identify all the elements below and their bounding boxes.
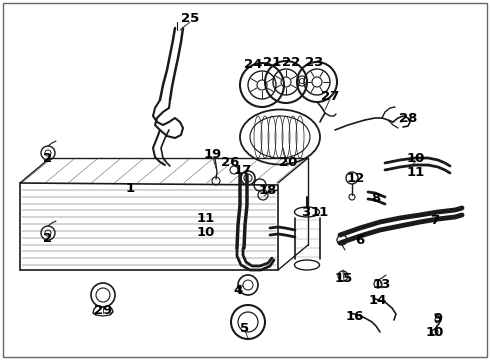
Text: 15: 15 [335,271,353,284]
Text: 12: 12 [347,171,365,184]
Text: 3: 3 [301,207,311,220]
Text: 11: 11 [311,207,329,220]
Text: 14: 14 [369,293,387,306]
Text: 1: 1 [125,181,135,194]
Text: 25: 25 [181,12,199,24]
Text: 21: 21 [263,57,281,69]
Text: 27: 27 [321,90,339,103]
Text: 19: 19 [204,148,222,162]
Text: 9: 9 [434,311,442,324]
Text: 2: 2 [44,231,52,244]
Text: 24: 24 [244,58,262,72]
Text: 7: 7 [430,213,440,226]
Text: 6: 6 [355,234,365,247]
Text: 13: 13 [373,279,391,292]
Text: 5: 5 [241,321,249,334]
Text: 28: 28 [399,112,417,125]
Text: 10: 10 [407,152,425,165]
Text: 23: 23 [305,57,323,69]
Text: 20: 20 [279,157,297,170]
Text: 4: 4 [233,284,243,297]
Text: 10: 10 [197,225,215,238]
Text: 16: 16 [346,310,364,323]
Text: 2: 2 [44,152,52,165]
Text: 18: 18 [259,184,277,197]
Text: 22: 22 [282,57,300,69]
Text: 26: 26 [221,157,239,170]
Text: 11: 11 [197,211,215,225]
Text: 8: 8 [371,192,381,204]
Text: 29: 29 [94,303,112,316]
Text: 10: 10 [426,327,444,339]
Text: 11: 11 [407,166,425,179]
Text: 17: 17 [234,163,252,176]
